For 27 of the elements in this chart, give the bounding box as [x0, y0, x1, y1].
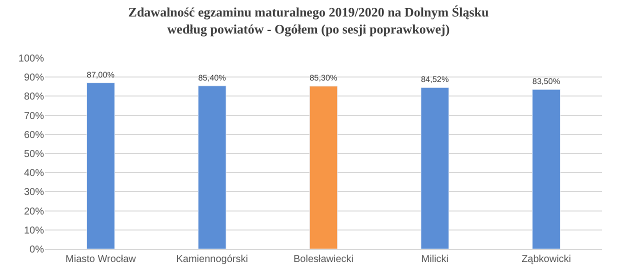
- bar: [86, 82, 115, 249]
- data-label: 85,40%: [198, 73, 226, 82]
- y-tick-label: 70%: [24, 110, 44, 122]
- chart-title: Zdawalność egzaminu maturalnego 2019/2020 na Dolnym Śląsku według powiatów - Ogółem (po sesji poprawkowej): [128, 4, 489, 37]
- x-tick-label: Ząbkowicki: [522, 254, 572, 265]
- data-label: 85,30%: [310, 74, 338, 83]
- data-label: 84,52%: [421, 75, 449, 84]
- x-tick-label: Miasto Wrocław: [66, 254, 137, 265]
- y-tick-label: 60%: [24, 130, 44, 141]
- bar: [532, 89, 560, 249]
- y-tick-label: 0%: [30, 244, 44, 256]
- y-tick-label: 20%: [24, 206, 44, 218]
- data-label: 87,00%: [86, 70, 115, 80]
- x-tick-label: Milicki: [421, 254, 449, 265]
- y-tick-label: 40%: [24, 168, 44, 180]
- bar: [309, 86, 338, 249]
- data-label: 83,50%: [532, 77, 560, 86]
- y-tick-label: 80%: [24, 92, 44, 103]
- bar: [198, 86, 226, 249]
- x-tick-label: Kamiennogórski: [176, 254, 248, 265]
- y-tick-label: 30%: [24, 187, 44, 198]
- y-tick-label: 90%: [24, 72, 44, 84]
- y-tick-label: 10%: [24, 225, 44, 236]
- x-tick-label: Bolesławiecki: [293, 254, 354, 265]
- y-tick-label: 50%: [24, 149, 44, 160]
- bar: [420, 87, 450, 249]
- y-tick-label: 100%: [18, 54, 44, 64]
